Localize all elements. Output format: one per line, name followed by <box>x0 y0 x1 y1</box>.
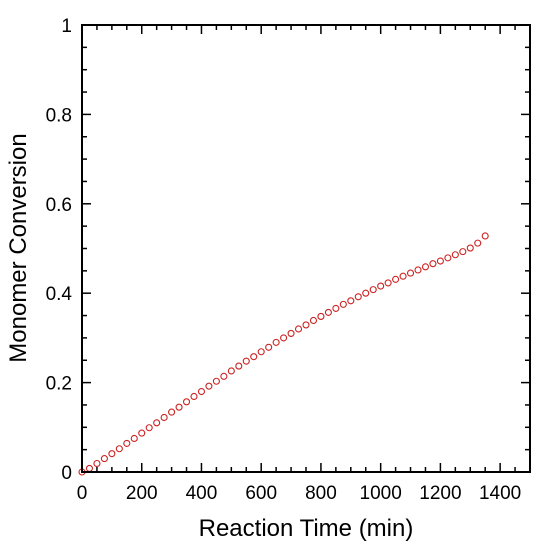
plot-frame <box>81 24 531 473</box>
data-point <box>369 286 377 294</box>
data-point <box>466 244 474 252</box>
data-point <box>399 272 407 280</box>
data-point <box>309 316 318 325</box>
x-tick-label: 1000 <box>360 483 402 504</box>
data-point <box>280 334 288 342</box>
x-tick-label: 1200 <box>419 483 461 504</box>
x-tick-label: 1400 <box>479 483 521 504</box>
data-point <box>444 254 452 262</box>
y-tick-label: 0 <box>61 463 72 484</box>
x-tick-labels: 0 200 400 600 800 1000 1200 1400 <box>77 483 522 504</box>
data-point <box>182 398 191 406</box>
y-tick-label: 0.6 <box>46 195 72 216</box>
data-point <box>265 343 273 351</box>
data-point <box>242 357 250 365</box>
data-point <box>481 232 489 240</box>
data-point <box>339 300 347 308</box>
data-series <box>78 232 489 476</box>
data-point <box>421 263 430 271</box>
data-point <box>377 282 385 290</box>
data-point <box>175 403 183 411</box>
data-point <box>302 321 310 329</box>
data-point <box>287 329 295 337</box>
data-point <box>436 257 444 265</box>
x-axis-label: Reaction Time (min) <box>199 515 414 542</box>
data-point <box>212 377 220 385</box>
x-tick-label: 0 <box>77 483 88 504</box>
data-point <box>123 439 131 447</box>
data-point <box>205 382 213 390</box>
data-point <box>294 325 303 333</box>
data-point <box>168 408 176 416</box>
data-point <box>197 387 206 396</box>
y-tick-label: 1 <box>61 16 72 37</box>
y-axis-label: Monomer Conversion <box>5 133 32 362</box>
data-point <box>227 367 235 375</box>
data-point <box>235 362 243 370</box>
data-point <box>414 266 422 274</box>
data-point <box>451 251 459 259</box>
data-point <box>130 434 138 443</box>
data-point <box>384 279 392 287</box>
data-point <box>145 424 153 432</box>
data-point <box>429 260 437 268</box>
y-tick-label: 0.2 <box>46 374 72 395</box>
data-point <box>93 459 101 468</box>
data-point <box>459 248 467 256</box>
data-point <box>324 308 332 316</box>
data-point <box>272 338 280 346</box>
y-tick-label: 0.4 <box>46 284 73 305</box>
data-point <box>115 445 123 453</box>
x-tick-label: 200 <box>126 483 158 504</box>
x-tick-label: 800 <box>305 483 337 504</box>
data-point <box>347 297 355 305</box>
data-point <box>317 312 325 320</box>
data-point <box>153 419 161 427</box>
data-point <box>406 269 415 277</box>
x-tick-label: 400 <box>186 483 218 504</box>
data-point <box>474 239 482 247</box>
data-point <box>138 429 146 437</box>
data-point <box>257 348 265 356</box>
data-point <box>160 413 168 422</box>
data-point <box>85 464 94 472</box>
data-point <box>190 392 198 401</box>
y-tick-label: 0.8 <box>46 105 72 126</box>
data-point <box>108 450 116 458</box>
data-point <box>100 455 108 463</box>
y-tick-labels: 0 0.2 0.4 0.6 0.8 1 <box>46 16 73 484</box>
data-point <box>354 293 362 301</box>
data-point <box>392 275 400 283</box>
data-point <box>362 289 370 297</box>
data-point <box>332 304 340 312</box>
data-point <box>220 372 228 380</box>
data-point <box>250 353 258 361</box>
x-tick-label: 600 <box>245 483 277 504</box>
